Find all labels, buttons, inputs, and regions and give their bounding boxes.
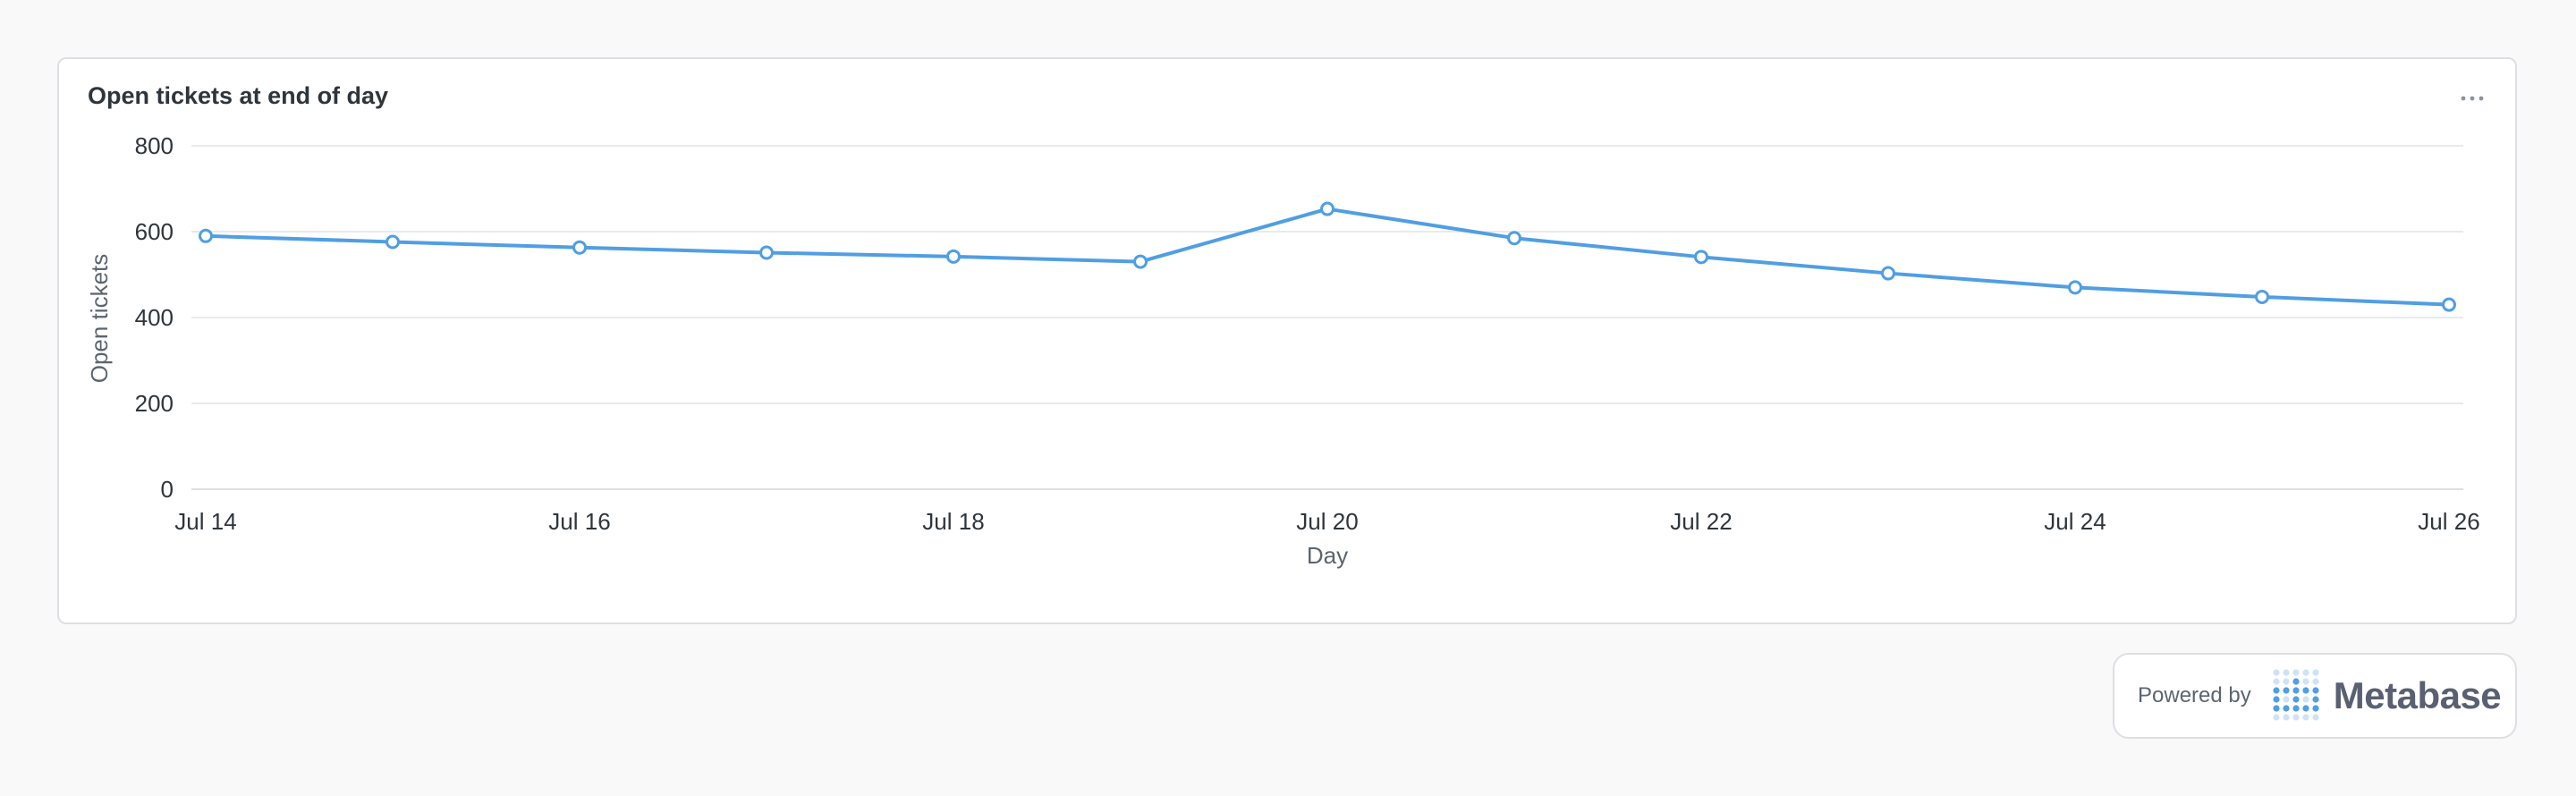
logo-dot: [2312, 687, 2319, 694]
data-point[interactable]: [2255, 289, 2269, 304]
metabase-logo-icon: [2273, 669, 2319, 721]
x-axis-ticks: Jul 14 Jul 16 Jul 18 Jul 20 Jul 22 Jul 24 Jul …: [174, 508, 2479, 535]
data-point[interactable]: [572, 240, 587, 255]
logo-dot: [2312, 705, 2319, 712]
logo-dot: [2302, 678, 2309, 685]
y-tick-label: 800: [135, 132, 174, 159]
logo-dot: [2283, 678, 2290, 685]
data-points: [199, 201, 2456, 312]
x-tick-label: Jul 20: [1296, 508, 1358, 535]
powered-by-label: Powered by: [2138, 683, 2251, 707]
logo-dot: [2273, 714, 2280, 721]
logo-dot: [2273, 696, 2280, 703]
logo-dot: [2273, 705, 2280, 712]
x-axis-title: Day: [1307, 542, 1348, 569]
logo-dot: [2302, 696, 2309, 703]
ellipsis-icon: [2461, 96, 2484, 101]
logo-dot: [2302, 705, 2309, 712]
y-tick-label: 200: [135, 390, 174, 417]
logo-dot: [2312, 669, 2319, 676]
x-tick-label: Jul 26: [2418, 508, 2479, 535]
logo-dot: [2292, 714, 2300, 721]
data-point[interactable]: [759, 245, 774, 260]
y-tick-label: 600: [135, 218, 174, 245]
logo-dot: [2283, 669, 2290, 676]
x-tick-label: Jul 22: [1670, 508, 1732, 535]
x-tick-label: Jul 18: [922, 508, 984, 535]
powered-by-badge[interactable]: Powered by Metabase: [2113, 653, 2517, 739]
logo-dot: [2292, 687, 2300, 694]
logo-dot: [2312, 696, 2319, 703]
x-tick-label: Jul 24: [2044, 508, 2106, 535]
data-point[interactable]: [2068, 280, 2082, 295]
data-point[interactable]: [1320, 201, 1335, 216]
logo-dot: [2302, 714, 2309, 721]
chart-card: Open tickets at end of day: [57, 57, 2517, 624]
y-axis-ticks: 0 200 400 600 800: [135, 132, 174, 503]
logo-dot: [2273, 669, 2280, 676]
more-options-button[interactable]: [2454, 80, 2490, 116]
data-point[interactable]: [199, 228, 213, 243]
x-tick-label: Jul 16: [548, 508, 610, 535]
logo-dot: [2292, 696, 2300, 703]
logo-dot: [2283, 705, 2290, 712]
logo-dot: [2312, 678, 2319, 685]
logo-dot: [2292, 705, 2300, 712]
logo-dot: [2292, 678, 2300, 685]
card-title: Open tickets at end of day: [88, 82, 389, 109]
y-tick-label: 0: [161, 476, 174, 503]
logo-dot: [2283, 714, 2290, 721]
data-point[interactable]: [1694, 250, 1708, 265]
logo-dot: [2283, 696, 2290, 703]
data-point[interactable]: [2442, 297, 2456, 312]
y-axis-title: Open tickets: [86, 254, 113, 384]
logo-dot: [2292, 669, 2300, 676]
data-point[interactable]: [386, 234, 400, 250]
data-point[interactable]: [1133, 254, 1148, 269]
logo-dot: [2312, 714, 2319, 721]
series-line: [204, 207, 2451, 307]
logo-dot: [2273, 687, 2280, 694]
data-point[interactable]: [946, 249, 961, 264]
data-point[interactable]: [1881, 266, 1895, 281]
logo-dot: [2273, 678, 2280, 685]
logo-dot: [2302, 687, 2309, 694]
brand-name: Metabase: [2333, 674, 2502, 716]
y-tick-label: 400: [135, 304, 174, 331]
logo-dot: [2302, 669, 2309, 676]
grid-lines: [191, 145, 2463, 490]
series-polyline: [204, 207, 2451, 307]
x-tick-label: Jul 14: [174, 508, 236, 535]
logo-dot: [2283, 687, 2290, 694]
data-point[interactable]: [1507, 231, 1521, 246]
